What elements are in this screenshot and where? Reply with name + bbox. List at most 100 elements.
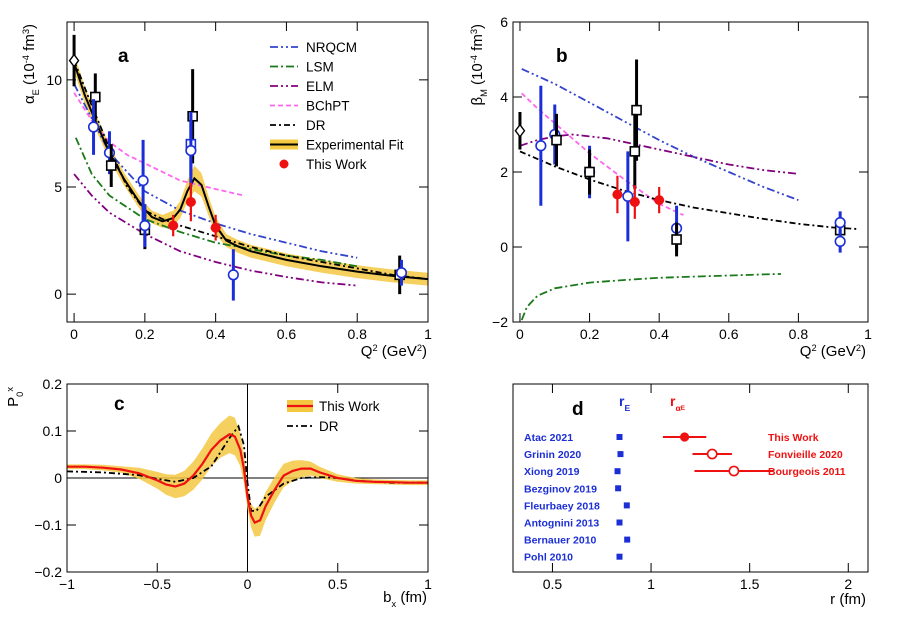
radius-label: Atac 2021 xyxy=(524,432,573,444)
open-circle-marker xyxy=(103,147,116,159)
x-axis-label-part: 2 xyxy=(372,343,377,353)
polar-marker xyxy=(706,448,718,460)
radius-label: Antognini 2013 xyxy=(524,518,599,530)
filled-circle-marker xyxy=(629,197,640,207)
y-axis-label: βM (10-4 fm3) xyxy=(469,24,489,106)
x-axis-label-part: (fm) xyxy=(396,589,427,606)
series-line-lsm xyxy=(520,273,782,321)
plot-frame xyxy=(512,383,869,573)
x-tick-label: 1 xyxy=(424,326,432,342)
y-tick-label: 10 xyxy=(46,72,62,88)
y-axis-label-part: M xyxy=(479,89,489,97)
y-axis-label-part: 3 xyxy=(469,29,479,34)
x-axis-label-part: 2 xyxy=(811,343,816,353)
polar-label: This Work xyxy=(768,432,819,444)
y-tick-label: 0 xyxy=(54,286,62,302)
x-tick-label: 1.5 xyxy=(740,576,760,592)
open-circle-marker xyxy=(535,140,547,152)
open-circle-marker xyxy=(395,267,408,279)
x-axis-label-part: Q xyxy=(361,343,373,360)
radius-label: Fleurbaey 2018 xyxy=(524,500,600,512)
header-polar-radius-part: r xyxy=(670,393,676,409)
panel-label: a xyxy=(118,46,129,67)
y-axis-label-part: fm xyxy=(21,34,38,55)
x-axis-label-part: b xyxy=(383,589,391,606)
open-diamond-marker xyxy=(68,53,80,68)
y-axis-label-part: 0 xyxy=(15,392,25,397)
legend-label: BChPT xyxy=(306,99,350,114)
header-radius: rE xyxy=(619,393,630,413)
x-tick-label: 0 xyxy=(516,326,524,342)
filled-circle-marker xyxy=(168,220,179,231)
open-circle-marker xyxy=(622,190,634,202)
radius-label: Bernauer 2010 xyxy=(524,535,597,547)
x-axis-label-part: ) xyxy=(422,343,427,360)
y-tick-label: 2 xyxy=(500,164,508,180)
panel-label: b xyxy=(556,46,568,67)
x-axis-label: bx (fm) xyxy=(383,589,427,609)
series-line-elm xyxy=(73,173,358,287)
y-axis-label-part: P xyxy=(5,397,22,407)
y-tick-label: −2 xyxy=(492,314,508,330)
x-tick-label: 1 xyxy=(647,576,655,592)
x-axis-label-part: 2 xyxy=(856,343,861,353)
filled-circle-marker xyxy=(654,195,665,206)
header-polar-radius: rαE xyxy=(670,393,685,413)
x-tick-label: 0.5 xyxy=(543,576,563,592)
polar-label: Fonvieille 2020 xyxy=(768,449,843,461)
filled-circle-marker xyxy=(210,222,221,233)
panel-b-inner xyxy=(514,59,858,321)
radius-label: Pohl 2010 xyxy=(524,552,573,564)
y-axis-label-part: ) xyxy=(469,24,486,29)
y-tick-label: −0.1 xyxy=(34,517,62,533)
legend-label: NRQCM xyxy=(306,40,357,55)
open-diamond-marker xyxy=(514,123,526,138)
radius-marker xyxy=(616,434,623,440)
open-circle-marker xyxy=(87,121,100,133)
radius-marker xyxy=(616,519,623,526)
x-tick-label: 0.6 xyxy=(277,326,297,342)
this-work-band xyxy=(67,415,428,537)
series-line-lsm xyxy=(74,137,358,268)
radius-label: Xiong 2019 xyxy=(524,466,580,478)
open-circle-marker xyxy=(185,144,197,157)
y-axis-label: P0x xyxy=(5,387,25,407)
x-tick-label: 0.6 xyxy=(719,326,739,342)
x-tick-label: −0.5 xyxy=(143,576,171,592)
x-tick-label: 0.8 xyxy=(789,326,809,342)
x-axis-label-part: (GeV xyxy=(817,343,856,360)
header-polar-radius-part: E xyxy=(681,405,685,412)
x-tick-label: 0.2 xyxy=(135,326,155,342)
x-axis-label-part: 2 xyxy=(417,343,422,353)
x-tick-label: 0.5 xyxy=(328,576,348,592)
polar-marker xyxy=(728,465,740,477)
y-axis-label-part: ) xyxy=(21,24,38,29)
y-tick-label: 0 xyxy=(54,470,62,486)
x-tick-label: 0.2 xyxy=(580,326,600,342)
open-square-marker xyxy=(105,160,117,171)
open-square-marker xyxy=(551,134,562,146)
y-axis-label: αE (10-4 fm3) xyxy=(21,24,41,104)
y-axis-label-part: (10 xyxy=(469,63,486,89)
polar-label: Bourgeois 2011 xyxy=(768,466,846,478)
open-square-marker xyxy=(629,146,641,157)
y-tick-label: −0.2 xyxy=(34,564,62,580)
y-tick-label: 0 xyxy=(500,239,508,255)
radius-marker xyxy=(623,502,630,509)
y-tick-label: 0.2 xyxy=(43,376,63,392)
y-axis-label-part: E xyxy=(31,89,41,95)
radius-marker xyxy=(615,485,622,492)
x-axis-label: Q2 (GeV2) xyxy=(361,343,427,360)
radius-label: Bezginov 2019 xyxy=(524,483,597,495)
open-square-marker xyxy=(187,110,198,122)
legend-label: ELM xyxy=(306,79,334,94)
panel-a-inner xyxy=(68,34,428,301)
polar-marker xyxy=(679,432,690,442)
radius-label: Grinin 2020 xyxy=(524,449,581,461)
legend-label: This Work xyxy=(319,399,380,414)
x-tick-label: 0.4 xyxy=(649,326,669,342)
